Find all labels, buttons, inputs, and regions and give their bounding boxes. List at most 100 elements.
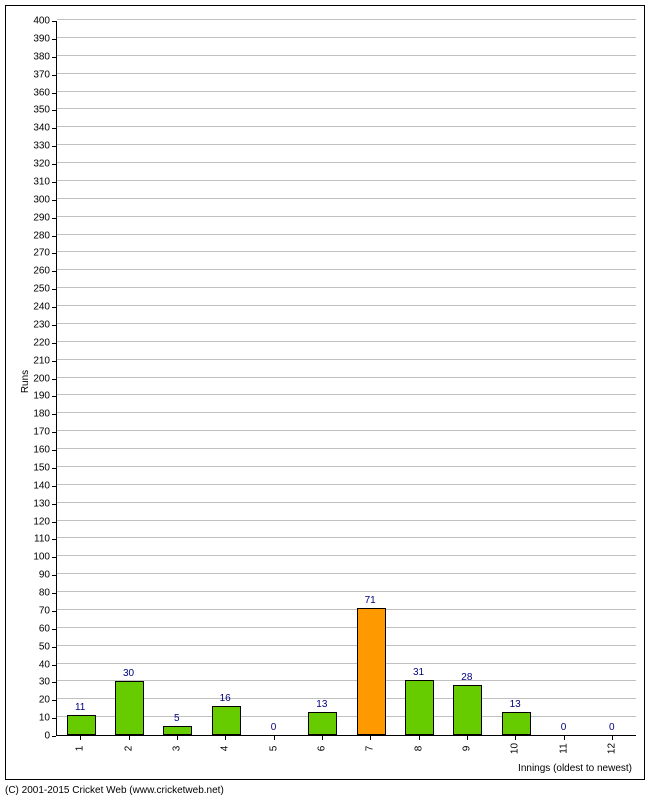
x-tick-label: 4 bbox=[220, 739, 231, 759]
y-tick bbox=[52, 432, 56, 433]
x-tick-label: 10 bbox=[510, 739, 521, 759]
y-tick-label: 120 bbox=[20, 516, 50, 527]
y-tick-label: 20 bbox=[20, 695, 50, 706]
y-tick-label: 300 bbox=[20, 194, 50, 205]
y-tick-label: 190 bbox=[20, 391, 50, 402]
bar bbox=[115, 681, 144, 735]
y-tick-label: 40 bbox=[20, 659, 50, 670]
gridline bbox=[57, 251, 636, 252]
y-tick bbox=[52, 682, 56, 683]
gridline bbox=[57, 162, 636, 163]
y-tick-label: 310 bbox=[20, 176, 50, 187]
gridline bbox=[57, 216, 636, 217]
y-tick bbox=[52, 271, 56, 272]
y-tick bbox=[52, 700, 56, 701]
gridline bbox=[57, 269, 636, 270]
gridline bbox=[57, 502, 636, 503]
x-tick-label: 11 bbox=[558, 739, 569, 759]
y-tick-label: 200 bbox=[20, 373, 50, 384]
y-tick bbox=[52, 665, 56, 666]
bar bbox=[308, 712, 337, 735]
y-tick-label: 250 bbox=[20, 284, 50, 295]
gridline bbox=[57, 520, 636, 521]
y-tick bbox=[52, 146, 56, 147]
y-tick bbox=[52, 218, 56, 219]
gridline bbox=[57, 430, 636, 431]
gridline bbox=[57, 305, 636, 306]
y-tick bbox=[52, 647, 56, 648]
y-tick bbox=[52, 522, 56, 523]
gridline bbox=[57, 234, 636, 235]
bar-value-label: 0 bbox=[561, 722, 567, 733]
gridline bbox=[57, 448, 636, 449]
gridline bbox=[57, 180, 636, 181]
bar bbox=[212, 706, 241, 735]
gridline bbox=[57, 484, 636, 485]
x-tick-label: 8 bbox=[413, 739, 424, 759]
gridline bbox=[57, 108, 636, 109]
y-tick bbox=[52, 361, 56, 362]
y-tick bbox=[52, 504, 56, 505]
bar-value-label: 13 bbox=[510, 699, 521, 710]
y-tick bbox=[52, 343, 56, 344]
y-tick bbox=[52, 414, 56, 415]
x-tick-label: 12 bbox=[606, 739, 617, 759]
gridline bbox=[57, 323, 636, 324]
gridline bbox=[57, 394, 636, 395]
y-tick-label: 350 bbox=[20, 105, 50, 116]
y-tick bbox=[52, 21, 56, 22]
y-tick bbox=[52, 557, 56, 558]
gridline bbox=[57, 645, 636, 646]
y-tick bbox=[52, 200, 56, 201]
y-tick-label: 10 bbox=[20, 713, 50, 724]
gridline bbox=[57, 287, 636, 288]
bar-value-label: 30 bbox=[123, 668, 134, 679]
gridline bbox=[57, 19, 636, 20]
gridline bbox=[57, 359, 636, 360]
y-tick-label: 260 bbox=[20, 266, 50, 277]
bar bbox=[163, 726, 192, 735]
y-tick bbox=[52, 396, 56, 397]
y-tick-label: 140 bbox=[20, 480, 50, 491]
y-tick-label: 360 bbox=[20, 87, 50, 98]
y-tick bbox=[52, 39, 56, 40]
y-tick bbox=[52, 486, 56, 487]
bar-value-label: 16 bbox=[220, 693, 231, 704]
gridline bbox=[57, 377, 636, 378]
y-tick-label: 290 bbox=[20, 212, 50, 223]
y-tick bbox=[52, 718, 56, 719]
y-tick bbox=[52, 539, 56, 540]
gridline bbox=[57, 55, 636, 56]
bar-value-label: 11 bbox=[75, 702, 85, 713]
bar-value-label: 13 bbox=[316, 699, 327, 710]
gridline bbox=[57, 555, 636, 556]
gridline bbox=[57, 91, 636, 92]
gridline bbox=[57, 198, 636, 199]
gridline bbox=[57, 412, 636, 413]
x-tick-label: 7 bbox=[365, 739, 376, 759]
y-tick bbox=[52, 57, 56, 58]
y-tick-label: 270 bbox=[20, 248, 50, 259]
y-tick bbox=[52, 611, 56, 612]
y-tick-label: 80 bbox=[20, 588, 50, 599]
bar bbox=[405, 680, 434, 735]
y-tick bbox=[52, 253, 56, 254]
y-tick bbox=[52, 128, 56, 129]
gridline bbox=[57, 37, 636, 38]
gridline bbox=[57, 73, 636, 74]
y-tick-label: 330 bbox=[20, 141, 50, 152]
y-tick-label: 210 bbox=[20, 355, 50, 366]
bar-value-label: 0 bbox=[609, 722, 615, 733]
bar-value-label: 0 bbox=[271, 722, 277, 733]
y-tick bbox=[52, 629, 56, 630]
gridline bbox=[57, 126, 636, 127]
y-tick-label: 280 bbox=[20, 230, 50, 241]
y-tick bbox=[52, 307, 56, 308]
y-tick-label: 220 bbox=[20, 337, 50, 348]
x-tick-label: 3 bbox=[171, 739, 182, 759]
y-tick bbox=[52, 468, 56, 469]
gridline bbox=[57, 591, 636, 592]
y-tick-label: 100 bbox=[20, 552, 50, 563]
y-tick bbox=[52, 182, 56, 183]
x-tick-label: 9 bbox=[461, 739, 472, 759]
